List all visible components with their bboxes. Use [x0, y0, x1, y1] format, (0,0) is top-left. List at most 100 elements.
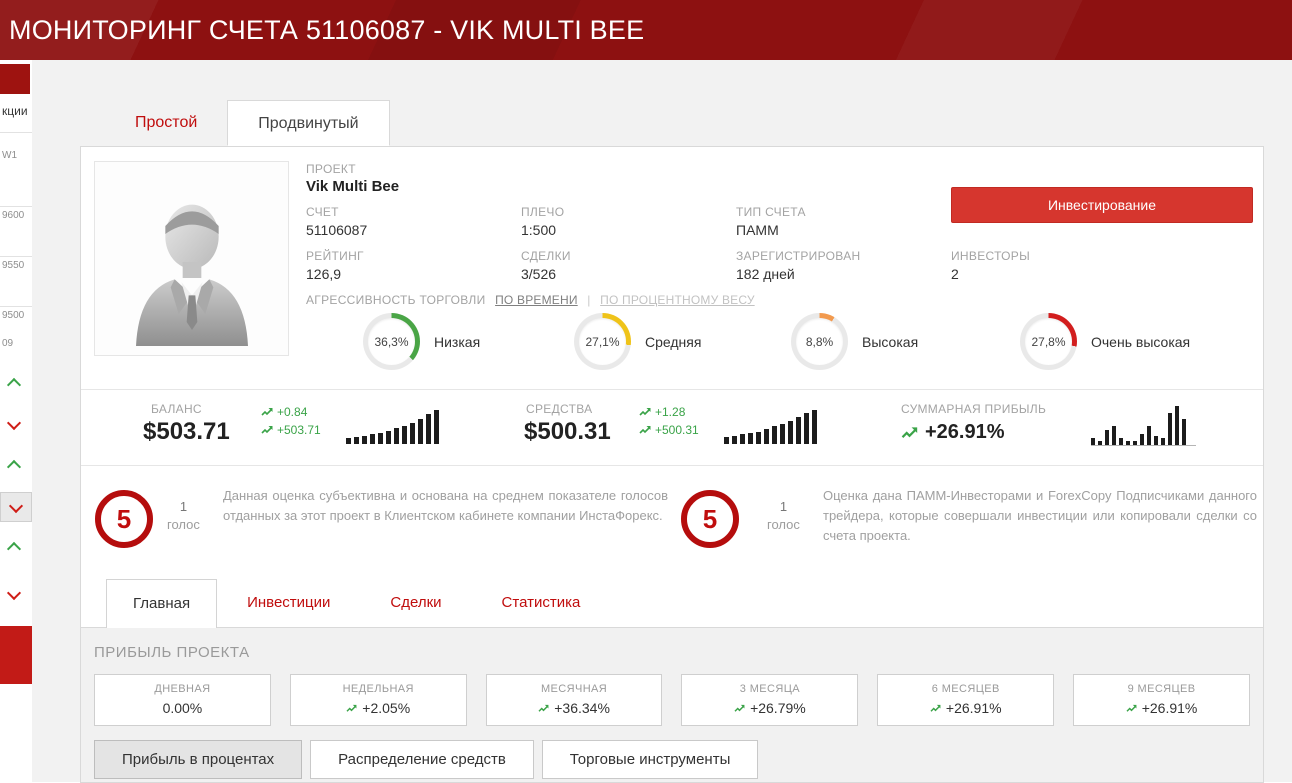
- by-weight-link[interactable]: ПО ПРОЦЕНТНОМУ ВЕСУ: [600, 293, 755, 307]
- gauge-value: 27,1%: [585, 334, 620, 349]
- chart-tabs: Прибыль в процентах Распределение средст…: [94, 740, 1250, 779]
- gauge-very-high: 27,8% Очень высокая: [1020, 313, 1190, 370]
- delta-value: +1.28: [655, 405, 686, 419]
- gauge-label: Низкая: [434, 333, 481, 350]
- field-label: СЧЕТ: [306, 205, 339, 219]
- field-trades: СДЕЛКИ 3/526: [521, 249, 571, 282]
- field-rating: РЕЙТИНГ 126,9: [306, 249, 364, 282]
- selected-row-fragment[interactable]: [0, 492, 32, 522]
- gauge-label: Средняя: [645, 333, 702, 350]
- field-investors: ИНВЕСТОРЫ 2: [951, 249, 1030, 282]
- field-label: ТИП СЧЕТА: [736, 205, 806, 219]
- view-mode-tabs: Простой Продвинутый: [80, 100, 1264, 146]
- period-value: +2.05%: [362, 700, 411, 716]
- period-box-6months: 6 МЕСЯЦЕВ +26.91%: [877, 674, 1055, 726]
- sidebar-text-fragment: W1: [2, 150, 17, 161]
- donut-chart: 27,1%: [574, 313, 631, 370]
- vote-count-number: 1: [779, 499, 788, 514]
- vote-score-circle: 5: [681, 490, 739, 548]
- period-box-weekly: НЕДЕЛЬНАЯ +2.05%: [289, 674, 467, 726]
- period-label: МЕСЯЧНАЯ: [540, 683, 608, 695]
- tab-statistics[interactable]: Статистика: [501, 594, 581, 611]
- field-label: ИНВЕСТОРЫ: [951, 249, 1031, 263]
- tab-trading-instruments[interactable]: Торговые инструменты: [541, 740, 759, 779]
- divider: [0, 256, 32, 257]
- vote-score: 5: [116, 503, 132, 534]
- divider: [0, 132, 32, 133]
- vote-count-label: голос: [767, 517, 800, 532]
- divider: [0, 306, 32, 307]
- price-scale-label: 9500: [2, 310, 25, 321]
- up-chevron-icon: [6, 459, 22, 475]
- profit-sparkline: [1091, 406, 1196, 446]
- gauge-label: Очень высокая: [1091, 333, 1191, 350]
- main-content: Простой Продвинутый: [32, 60, 1292, 783]
- profit-panel: ПРИБЫЛЬ ПРОЕКТА ДНЕВНАЯ 0.00% НЕДЕЛЬНАЯ …: [80, 627, 1264, 783]
- balance-deltas: +0.84 +503.71: [261, 405, 321, 437]
- gauge-high: 8,8% Высокая: [791, 313, 918, 370]
- account-stats-row: БАЛАНС $503.71 +0.84 +503.71 СРЕДСТВА $5…: [81, 389, 1263, 465]
- vote-count: 1 голос: [167, 499, 200, 532]
- period-label: ДНЕВНАЯ: [154, 683, 211, 695]
- left-sidebar: кции W1 9600 9550 9500 09: [0, 60, 32, 782]
- tab-funds-distribution[interactable]: Распределение средств: [310, 740, 534, 779]
- tab-profit-percent[interactable]: Прибыль в процентах: [94, 740, 303, 779]
- project-name: Vik Multi Bee: [306, 178, 400, 195]
- price-scale-label: 9550: [2, 260, 25, 271]
- divider: [0, 206, 32, 207]
- period-label: НЕДЕЛЬНАЯ: [342, 683, 414, 695]
- project-card: ПРОЕКТ Vik Multi Bee СЧЕТ 51106087 ПЛЕЧО…: [80, 146, 1264, 628]
- trend-up-icon: [261, 408, 273, 416]
- by-time-link[interactable]: ПО ВРЕМЕНИ: [495, 293, 578, 307]
- vote-score-circle: 5: [95, 490, 153, 548]
- field-label: СДЕЛКИ: [521, 249, 571, 263]
- field-label: ПРОЕКТ: [306, 162, 356, 176]
- equity-value: $500.31: [524, 418, 611, 445]
- total-profit-value: +26.91%: [901, 421, 1005, 444]
- total-profit-label: СУММАРНАЯ ПРИБЫЛЬ: [901, 402, 1047, 416]
- trend-up-icon: [1126, 704, 1137, 712]
- trend-up-icon: [639, 426, 651, 434]
- period-box-monthly: МЕСЯЧНАЯ +36.34%: [485, 674, 663, 726]
- vote-count-number: 1: [179, 499, 188, 514]
- tab-investments[interactable]: Инвестиции: [247, 594, 331, 611]
- down-chevron-icon: [8, 498, 24, 514]
- tab-simple[interactable]: Простой: [135, 114, 198, 131]
- trend-up-icon: [901, 426, 918, 438]
- tab-advanced[interactable]: Продвинутый: [227, 100, 390, 146]
- profit-period-boxes: ДНЕВНАЯ 0.00% НЕДЕЛЬНАЯ +2.05% МЕСЯЧНАЯ …: [94, 674, 1250, 726]
- field-value: ПАММ: [736, 222, 779, 238]
- equity-label: СРЕДСТВА: [526, 402, 593, 416]
- trend-up-icon: [930, 704, 941, 712]
- period-box-daily: ДНЕВНАЯ 0.00%: [94, 674, 271, 726]
- up-chevron-icon: [6, 377, 22, 393]
- trend-up-icon: [538, 704, 549, 712]
- period-value: +26.79%: [750, 700, 806, 716]
- avatar: [94, 161, 289, 356]
- gauge-value: 36,3%: [374, 334, 409, 349]
- donut-chart: 27,8%: [1020, 313, 1077, 370]
- page-title: МОНИТОРИНГ СЧЕТА 51106087 - VIK MULTI BE…: [9, 14, 645, 45]
- profit-section-title: ПРИБЫЛЬ ПРОЕКТА: [94, 644, 250, 661]
- trend-up-icon: [261, 426, 273, 434]
- gauge-value: 8,8%: [805, 334, 834, 349]
- trend-up-icon: [639, 408, 651, 416]
- vote-count-label: голос: [167, 517, 200, 532]
- vote-description: Данная оценка субъективна и основана на …: [223, 488, 668, 524]
- period-label: 6 МЕСЯЦЕВ: [931, 683, 1000, 695]
- trend-up-icon: [346, 704, 357, 712]
- vote-count: 1 голос: [767, 499, 800, 532]
- sidebar-logo-fragment: [0, 64, 30, 94]
- equity-sparkline: [724, 410, 824, 444]
- sidebar-button-fragment[interactable]: [0, 626, 32, 684]
- tab-main[interactable]: Главная: [106, 579, 218, 628]
- tab-trades[interactable]: Сделки: [390, 594, 442, 611]
- period-value: +36.34%: [554, 700, 610, 716]
- vote-description: Оценка дана ПАММ-Инвесторами и ForexCopy…: [823, 488, 1257, 544]
- balance-value: $503.71: [143, 418, 230, 445]
- up-chevron-icon: [6, 541, 22, 557]
- delta-value: +500.31: [655, 423, 699, 437]
- field-value: 1:500: [521, 222, 557, 238]
- invest-button[interactable]: Инвестирование: [951, 187, 1253, 223]
- app-header: МОНИТОРИНГ СЧЕТА 51106087 - VIK MULTI BE…: [0, 0, 1292, 60]
